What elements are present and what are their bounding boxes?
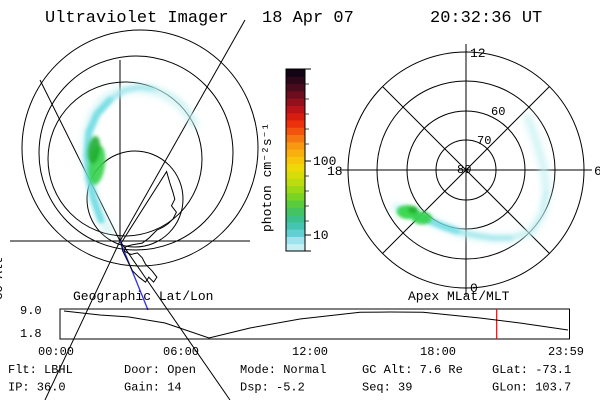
svg-text:GC Alt: GC Alt	[0, 257, 6, 300]
svg-text:0: 0	[470, 281, 478, 296]
svg-text:9.0: 9.0	[20, 304, 42, 318]
svg-text:Gain: 14: Gain: 14	[124, 381, 182, 395]
svg-text:GC Alt: 7.6 Re: GC Alt: 7.6 Re	[362, 363, 463, 377]
svg-text:12:00: 12:00	[292, 345, 328, 359]
svg-text:photon cm⁻²s⁻¹: photon cm⁻²s⁻¹	[260, 123, 275, 232]
svg-text:23:59: 23:59	[548, 345, 584, 359]
svg-text:GLat: -73.1: GLat: -73.1	[492, 363, 571, 377]
svg-text:18 Apr 07: 18 Apr 07	[262, 9, 354, 28]
svg-text:Seq: 39: Seq: 39	[362, 381, 412, 395]
svg-text:Flt: LBHL: Flt: LBHL	[8, 363, 73, 377]
svg-text:6: 6	[594, 164, 600, 179]
svg-text:IP: 36.0: IP: 36.0	[8, 381, 66, 395]
svg-text:18:00: 18:00	[420, 345, 456, 359]
svg-text:60: 60	[491, 105, 505, 119]
svg-text:Geographic Lat/Lon: Geographic Lat/Lon	[73, 289, 213, 304]
svg-text:00:00: 00:00	[38, 345, 74, 359]
svg-text:80: 80	[457, 163, 471, 177]
svg-text:18: 18	[327, 164, 343, 179]
svg-text:GLon: 103.7: GLon: 103.7	[492, 381, 571, 395]
svg-text:Door: Open: Door: Open	[124, 363, 196, 377]
svg-text:Dsp: -5.2: Dsp: -5.2	[240, 381, 305, 395]
svg-text:10: 10	[313, 228, 329, 243]
svg-text:1.8: 1.8	[20, 327, 42, 341]
svg-text:06:00: 06:00	[163, 345, 199, 359]
svg-text:12: 12	[470, 46, 486, 61]
svg-text:Mode: Normal: Mode: Normal	[240, 363, 326, 377]
svg-text:20:32:36 UT: 20:32:36 UT	[430, 9, 542, 28]
svg-text:Apex MLat/MLT: Apex MLat/MLT	[408, 289, 510, 304]
svg-text:Ultraviolet Imager: Ultraviolet Imager	[45, 9, 229, 28]
svg-text:70: 70	[477, 134, 491, 148]
